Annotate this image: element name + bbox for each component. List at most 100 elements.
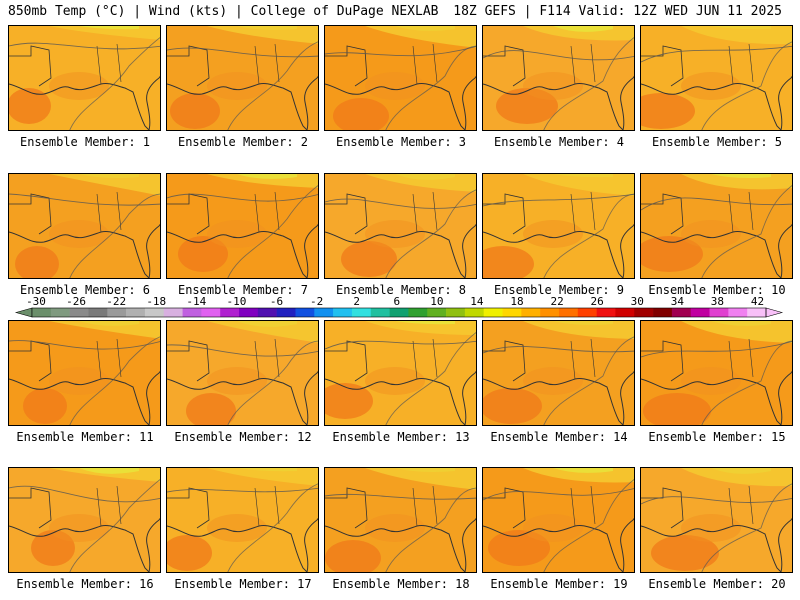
ensemble-member-label: Ensemble Member: 17	[174, 577, 312, 591]
colorbar-tick-label: 38	[711, 295, 724, 308]
colorbar-swatch	[88, 308, 108, 317]
ensemble-member-label: Ensemble Member: 3	[335, 135, 467, 149]
ensemble-map-panel	[166, 173, 319, 279]
temperature-map	[167, 26, 318, 130]
ensemble-member-label: Ensemble Member: 5	[651, 135, 783, 149]
colorbar-swatch	[464, 308, 484, 317]
ensemble-member-label: Ensemble Member: 18	[332, 577, 470, 591]
model-run-info: 18Z GEFS | F114 Valid: 12Z WED JUN 11 20…	[453, 4, 782, 19]
colorbar-tick-label: -26	[66, 295, 86, 308]
temperature-map	[9, 321, 160, 425]
colorbar-graphic: -30 -26 -22 -18 -14 -10 -6 -2 2 6 10 14 18 22 26 30 34 38…	[14, 295, 784, 318]
ensemble-member-label: Ensemble Member: 15	[648, 430, 786, 444]
ensemble-map-panel	[640, 320, 793, 426]
ensemble-member-label: Ensemble Member: 8	[335, 283, 467, 297]
colorbar-swatch	[577, 308, 597, 317]
colorbar-swatch	[220, 308, 240, 317]
temperature-map	[641, 26, 792, 130]
colorbar-swatch	[163, 308, 183, 317]
ensemble-map-panel	[8, 173, 161, 279]
ensemble-map-panel	[482, 25, 635, 131]
temperature-map	[483, 26, 634, 130]
temperature-map	[641, 321, 792, 425]
temperature-map	[325, 468, 476, 572]
colorbar-swatch	[558, 308, 579, 317]
temperature-map	[483, 468, 634, 572]
colorbar-swatch	[408, 308, 428, 317]
ensemble-member-label: Ensemble Member: 20	[648, 577, 786, 591]
ensemble-member-label: Ensemble Member: 4	[493, 135, 625, 149]
temperature-map	[9, 468, 160, 572]
colorbar-swatch	[351, 308, 372, 317]
colorbar-swatch	[690, 308, 710, 317]
ensemble-map-panel	[8, 467, 161, 573]
colorbar-tick-label: 30	[631, 295, 644, 308]
colorbar-tick-label: 10	[430, 295, 443, 308]
colorbar-swatch	[634, 308, 654, 317]
colorbar-tick-label: -18	[146, 295, 166, 308]
temperature-map	[483, 174, 634, 278]
colorbar-swatch	[446, 308, 466, 317]
ensemble-map-panel	[324, 25, 477, 131]
ensemble-member-label: Ensemble Member: 12	[174, 430, 312, 444]
colorbar-tick-label: -6	[270, 295, 283, 308]
colorbar-swatch	[257, 308, 277, 317]
ensemble-member-label: Ensemble Member: 16	[16, 577, 154, 591]
colorbar-swatch	[314, 308, 334, 317]
temperature-map	[325, 174, 476, 278]
ensemble-map-panel	[640, 25, 793, 131]
colorbar-swatch	[540, 308, 560, 317]
ensemble-member-label: Ensemble Member: 1	[19, 135, 151, 149]
colorbar-swatch	[521, 308, 541, 317]
colorbar-swatch	[182, 308, 202, 317]
ensemble-map-panel	[640, 467, 793, 573]
colorbar-tick-label: -10	[226, 295, 246, 308]
temperature-map	[325, 26, 476, 130]
ensemble-member-label: Ensemble Member: 10	[648, 283, 786, 297]
ensemble-map-panel	[324, 173, 477, 279]
colorbar-tick-label: 26	[591, 295, 604, 308]
colorbar-swatch	[370, 308, 390, 317]
colorbar-tick-label: 22	[550, 295, 563, 308]
ensemble-map-panel	[8, 320, 161, 426]
colorbar-swatch	[502, 308, 522, 317]
ensemble-map-panel	[482, 467, 635, 573]
colorbar-swatch	[483, 308, 503, 317]
colorbar-tick-label: -2	[310, 295, 323, 308]
temperature-map	[9, 174, 160, 278]
colorbar-swatch	[239, 308, 259, 317]
ensemble-map-panel	[166, 25, 319, 131]
ensemble-member-label: Ensemble Member: 19	[490, 577, 628, 591]
temperature-map	[641, 468, 792, 572]
colorbar-swatch	[32, 308, 52, 317]
ensemble-member-label: Ensemble Member: 7	[177, 283, 309, 297]
ensemble-member-label: Ensemble Member: 13	[332, 430, 470, 444]
colorbar-swatch	[671, 308, 692, 317]
colorbar-tick-label: -14	[186, 295, 206, 308]
colorbar-swatch	[126, 308, 146, 317]
colorbar-swatch	[107, 308, 127, 317]
map-title: 850mb Temp (°C) | Wind (kts) | College o…	[8, 4, 439, 19]
temperature-map	[641, 174, 792, 278]
colorbar-tick-label: 6	[393, 295, 400, 308]
colorbar-tick-label: 18	[510, 295, 523, 308]
ensemble-member-label: Ensemble Member: 14	[490, 430, 628, 444]
ensemble-map-panel	[482, 173, 635, 279]
colorbar-left-arrow	[14, 307, 33, 318]
temperature-colorbar: -30 -26 -22 -18 -14 -10 -6 -2 2 6 10 14 18 22 26 30 34 38…	[14, 295, 786, 321]
temperature-map	[483, 321, 634, 425]
ensemble-map-panel	[166, 467, 319, 573]
temperature-map	[167, 321, 318, 425]
colorbar-tick-label: 14	[470, 295, 484, 308]
colorbar-swatch	[50, 308, 70, 317]
colorbar-swatch	[144, 308, 165, 317]
colorbar-swatch	[596, 308, 616, 317]
colorbar-swatch	[201, 308, 221, 317]
ensemble-map-panel	[8, 25, 161, 131]
ensemble-member-label: Ensemble Member: 11	[16, 430, 154, 444]
colorbar-tick-label: -22	[106, 295, 126, 308]
colorbar-swatch	[333, 308, 353, 317]
ensemble-map-panel	[482, 320, 635, 426]
ensemble-map-panel	[324, 320, 477, 426]
colorbar-tick-label: 42	[751, 295, 764, 308]
